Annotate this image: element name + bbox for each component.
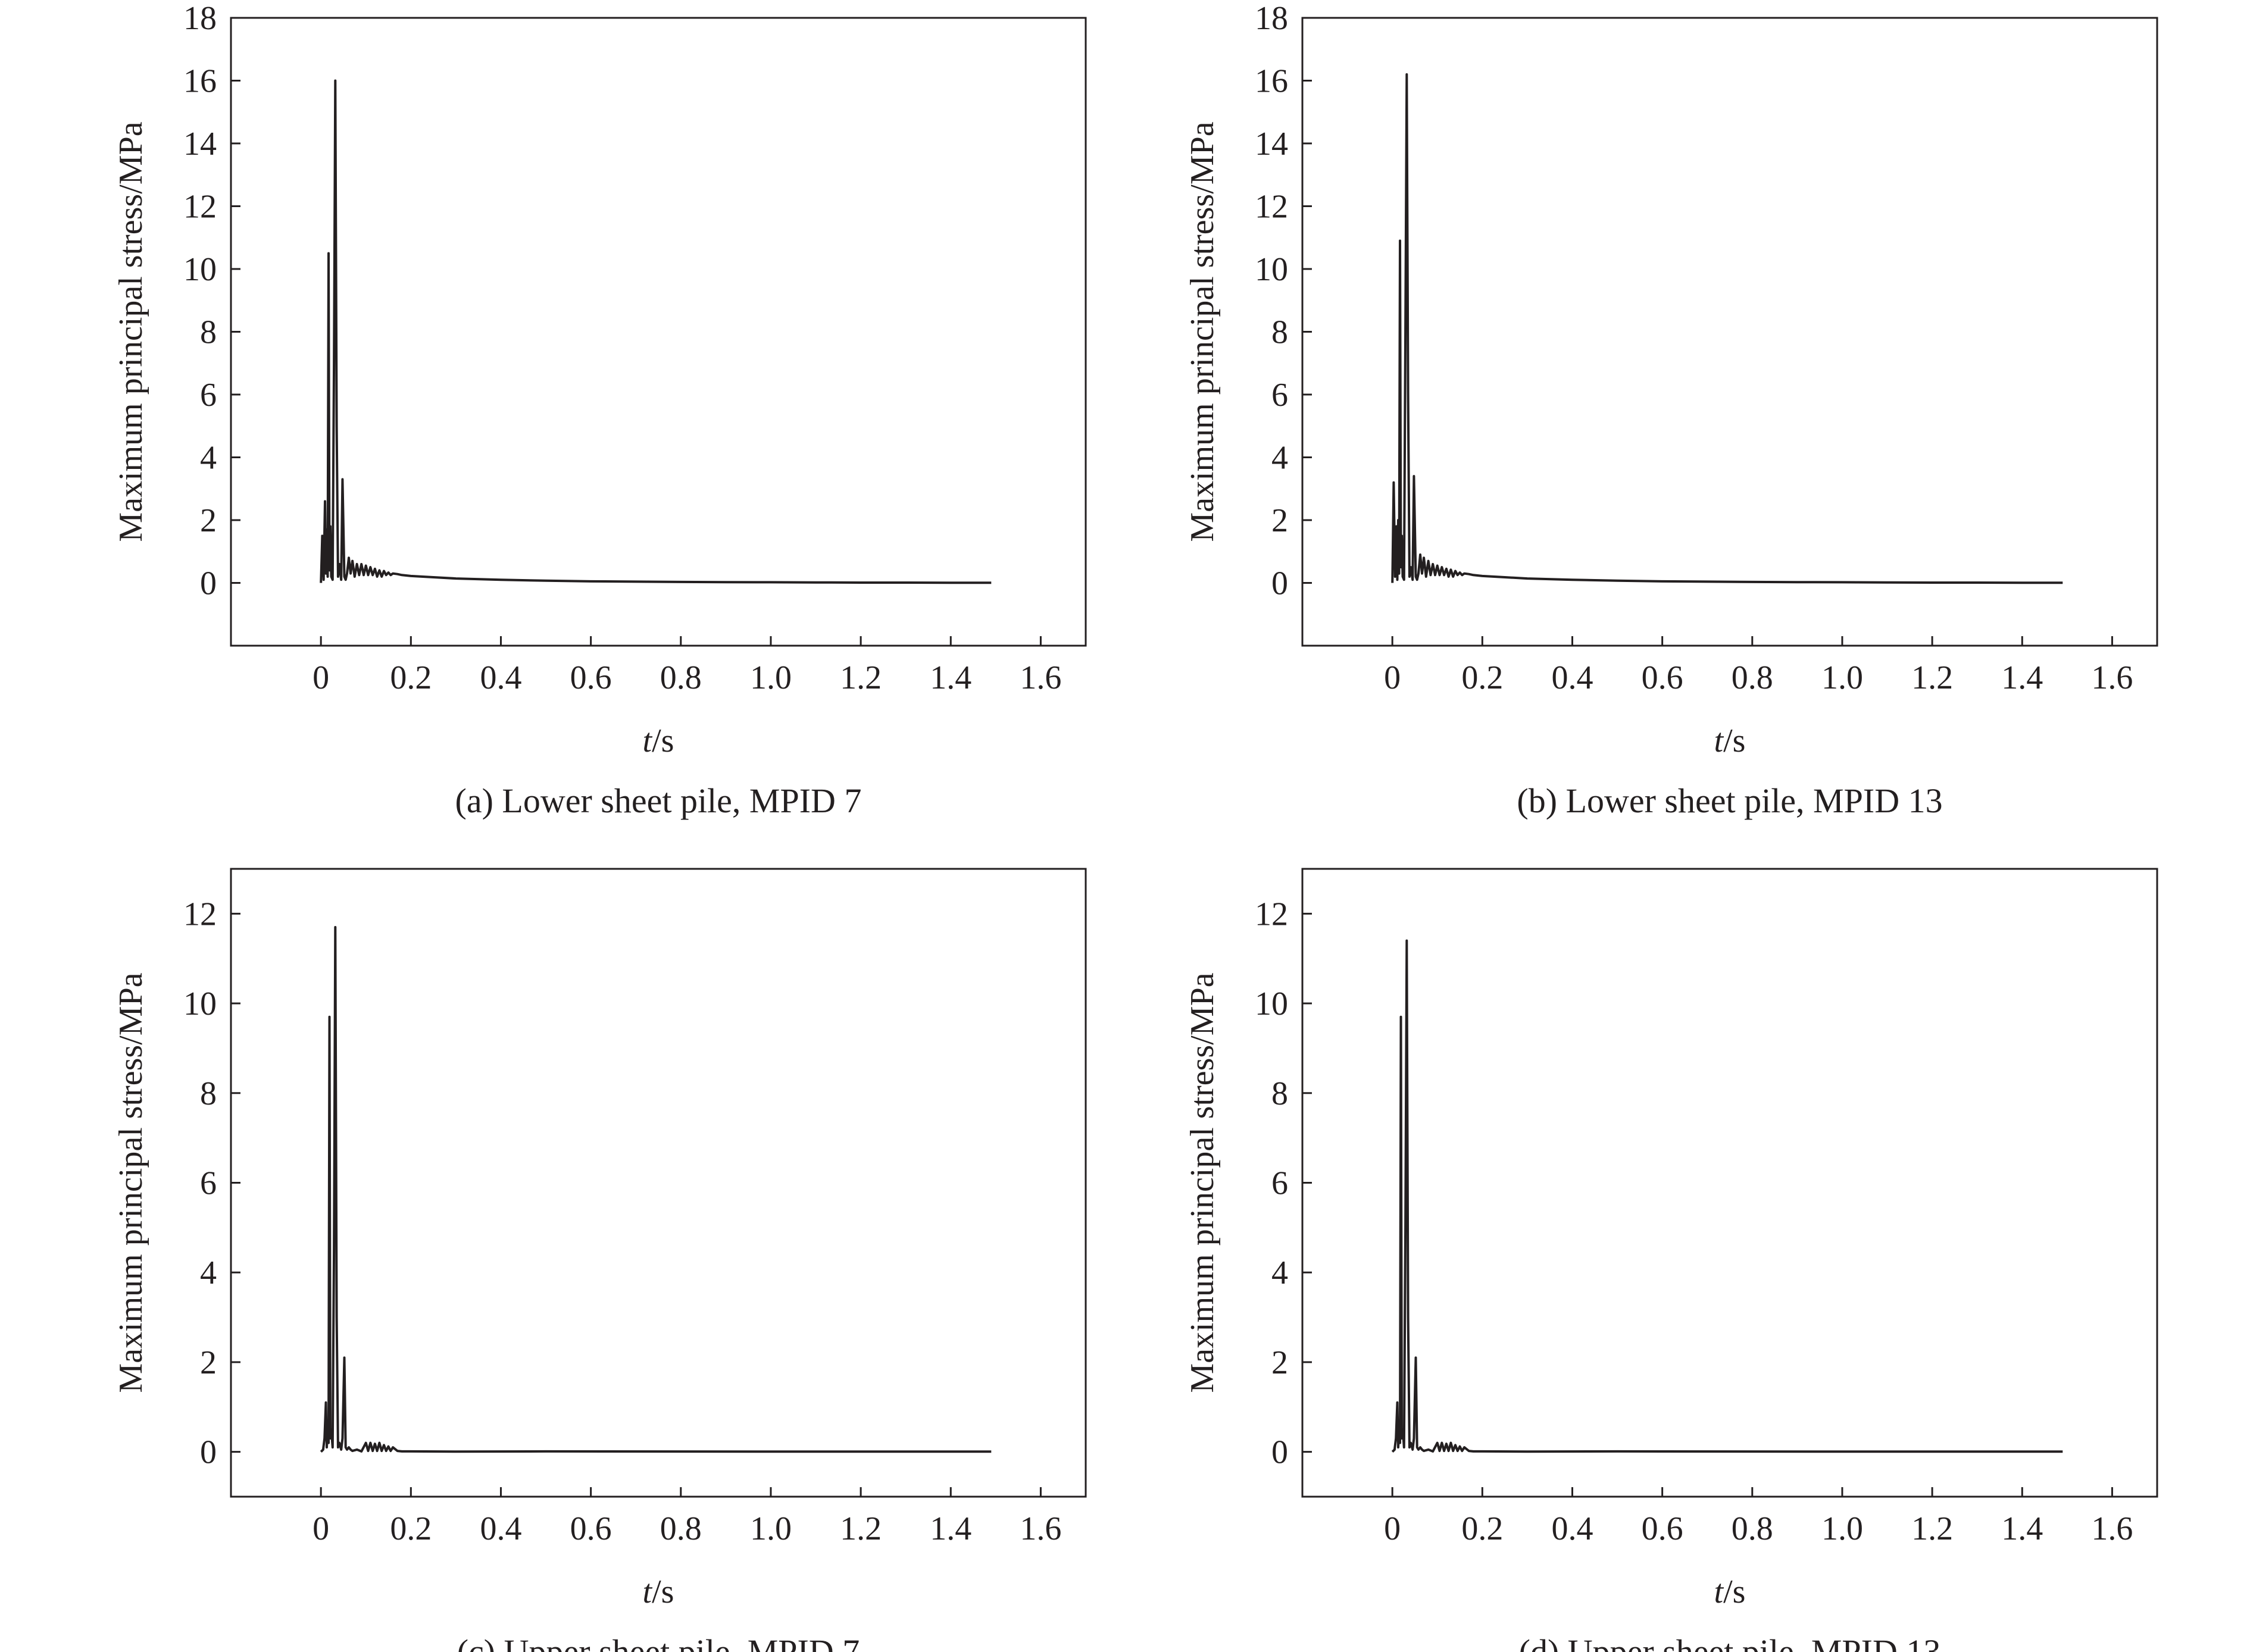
y-tick-label: 16 <box>1255 63 1288 100</box>
x-tick-label: 1.4 <box>2001 1510 2043 1547</box>
x-axis-label: t/s <box>643 1573 674 1610</box>
y-tick-label: 18 <box>183 0 217 37</box>
x-tick-label: 1.2 <box>1911 659 1953 696</box>
x-tick-label: 0.4 <box>1551 1510 1593 1547</box>
y-tick-label: 14 <box>1255 126 1288 162</box>
x-tick-label: 0.4 <box>480 659 521 696</box>
y-tick-label: 6 <box>200 377 217 414</box>
series-line <box>320 79 992 584</box>
x-axis-label: t/s <box>643 722 674 759</box>
x-tick-label: 0.6 <box>570 1510 612 1547</box>
y-tick-label: 4 <box>200 1254 217 1291</box>
y-tick-label: 18 <box>1255 0 1288 37</box>
y-tick-label: 10 <box>1255 985 1288 1022</box>
y-axis-label: Maximum principal stress/MPa <box>1184 121 1221 542</box>
x-tick-label: 1.2 <box>840 1510 882 1547</box>
x-tick-label: 0.6 <box>1642 659 1683 696</box>
x-tick-label: 0.8 <box>1732 659 1773 696</box>
y-tick-label: 6 <box>200 1165 217 1202</box>
y-tick-label: 0 <box>200 565 217 602</box>
y-tick-label: 16 <box>183 63 217 100</box>
y-axis-label: Maximum principal stress/MPa <box>112 972 149 1393</box>
x-tick-label: 1.6 <box>2091 1510 2133 1547</box>
y-tick-label: 6 <box>1271 1165 1288 1202</box>
y-tick-label: 2 <box>1271 1344 1288 1381</box>
x-tick-label: 1.0 <box>750 659 792 696</box>
x-tick-label: 1.6 <box>1020 659 1061 696</box>
y-tick-label: 4 <box>1271 1254 1288 1291</box>
plot-frame <box>1301 868 2158 1498</box>
chart-panel-b: 0 0.2 0.4 0.6 0.8 1.0 1.2 1.4 1.6 0 2 4 6 8 10 12 14 16 18… <box>1184 0 2158 820</box>
y-tick-label: 12 <box>1255 189 1288 226</box>
x-tick-label: 0.2 <box>1461 659 1503 696</box>
x-tick-label: 0 <box>1384 1510 1401 1547</box>
y-tick-label: 4 <box>1271 440 1288 477</box>
series-line <box>1391 939 2063 1453</box>
x-tick-label: 1.6 <box>1020 1510 1061 1547</box>
y-tick-label: 4 <box>200 440 217 477</box>
x-axis-label: t/s <box>1714 1573 1746 1610</box>
x-tick-label: 0 <box>312 659 329 696</box>
plot-frame <box>230 17 1087 647</box>
y-tick-label: 10 <box>183 251 217 288</box>
chart-panel-c: 0 0.2 0.4 0.6 0.8 1.0 1.2 1.4 1.6 0 2 4 6 8 10 12 Maximu… <box>112 868 1087 1652</box>
y-tick-label: 8 <box>1271 314 1288 351</box>
chart-panel-d: 0 0.2 0.4 0.6 0.8 1.0 1.2 1.4 1.6 0 2 4 6 8 10 12 Maximu… <box>1184 868 2158 1652</box>
x-tick-label: 1.2 <box>840 659 882 696</box>
y-tick-label: 8 <box>200 314 217 351</box>
x-tick-label: 0.4 <box>480 1510 521 1547</box>
x-tick-label: 1.0 <box>1821 1510 1863 1547</box>
chart-panel-a: 0 0.2 0.4 0.6 0.8 1.0 1.2 1.4 1.6 0 2 4 6 8 10 12 14 16 18… <box>112 0 1087 820</box>
y-axis-label: Maximum principal stress/MPa <box>1184 972 1221 1393</box>
y-tick-label: 12 <box>1255 896 1288 933</box>
x-tick-label: 1.0 <box>750 1510 792 1547</box>
y-tick-label: 0 <box>200 1434 217 1471</box>
x-tick-label: 0.6 <box>1642 1510 1683 1547</box>
y-tick-label: 0 <box>1271 565 1288 602</box>
x-tick-label: 0.4 <box>1551 659 1593 696</box>
y-tick-label: 12 <box>183 896 217 933</box>
x-tick-label: 0.6 <box>570 659 612 696</box>
panel-caption: (c) Upper sheet pile, MPID 7 <box>457 1632 860 1652</box>
panel-caption: (d) Upper sheet pile, MPID 13 <box>1519 1632 1941 1652</box>
x-tick-label: 0.2 <box>390 1510 432 1547</box>
x-tick-label: 1.4 <box>930 659 971 696</box>
panel-caption: (b) Lower sheet pile, MPID 13 <box>1517 781 1942 820</box>
series-line <box>1391 73 2063 584</box>
x-tick-label: 0.8 <box>1732 1510 1773 1547</box>
y-axis-label: Maximum principal stress/MPa <box>112 121 149 542</box>
y-tick-label: 12 <box>183 189 217 226</box>
y-tick-label: 0 <box>1271 1434 1288 1471</box>
x-tick-label: 0 <box>312 1510 329 1547</box>
y-tick-label: 2 <box>1271 502 1288 539</box>
plot-frame <box>230 868 1087 1498</box>
plot-frame <box>1301 17 2158 647</box>
series-line <box>320 926 992 1453</box>
x-tick-label: 0.2 <box>1461 1510 1503 1547</box>
x-tick-label: 1.6 <box>2091 659 2133 696</box>
y-tick-label: 8 <box>1271 1075 1288 1112</box>
y-tick-label: 2 <box>200 1344 217 1381</box>
x-tick-label: 1.4 <box>2001 659 2043 696</box>
x-tick-label: 0 <box>1384 659 1401 696</box>
y-tick-label: 10 <box>183 985 217 1022</box>
y-tick-label: 6 <box>1271 377 1288 414</box>
x-tick-label: 0.8 <box>660 659 702 696</box>
x-tick-label: 0.2 <box>390 659 432 696</box>
panel-caption: (a) Lower sheet pile, MPID 7 <box>455 781 862 820</box>
x-axis-label: t/s <box>1714 722 1746 759</box>
y-tick-label: 14 <box>183 126 217 162</box>
x-tick-label: 1.2 <box>1911 1510 1953 1547</box>
y-tick-label: 10 <box>1255 251 1288 288</box>
x-tick-label: 1.0 <box>1821 659 1863 696</box>
x-tick-label: 1.4 <box>930 1510 971 1547</box>
x-tick-label: 0.8 <box>660 1510 702 1547</box>
y-tick-label: 2 <box>200 502 217 539</box>
y-tick-label: 8 <box>200 1075 217 1112</box>
